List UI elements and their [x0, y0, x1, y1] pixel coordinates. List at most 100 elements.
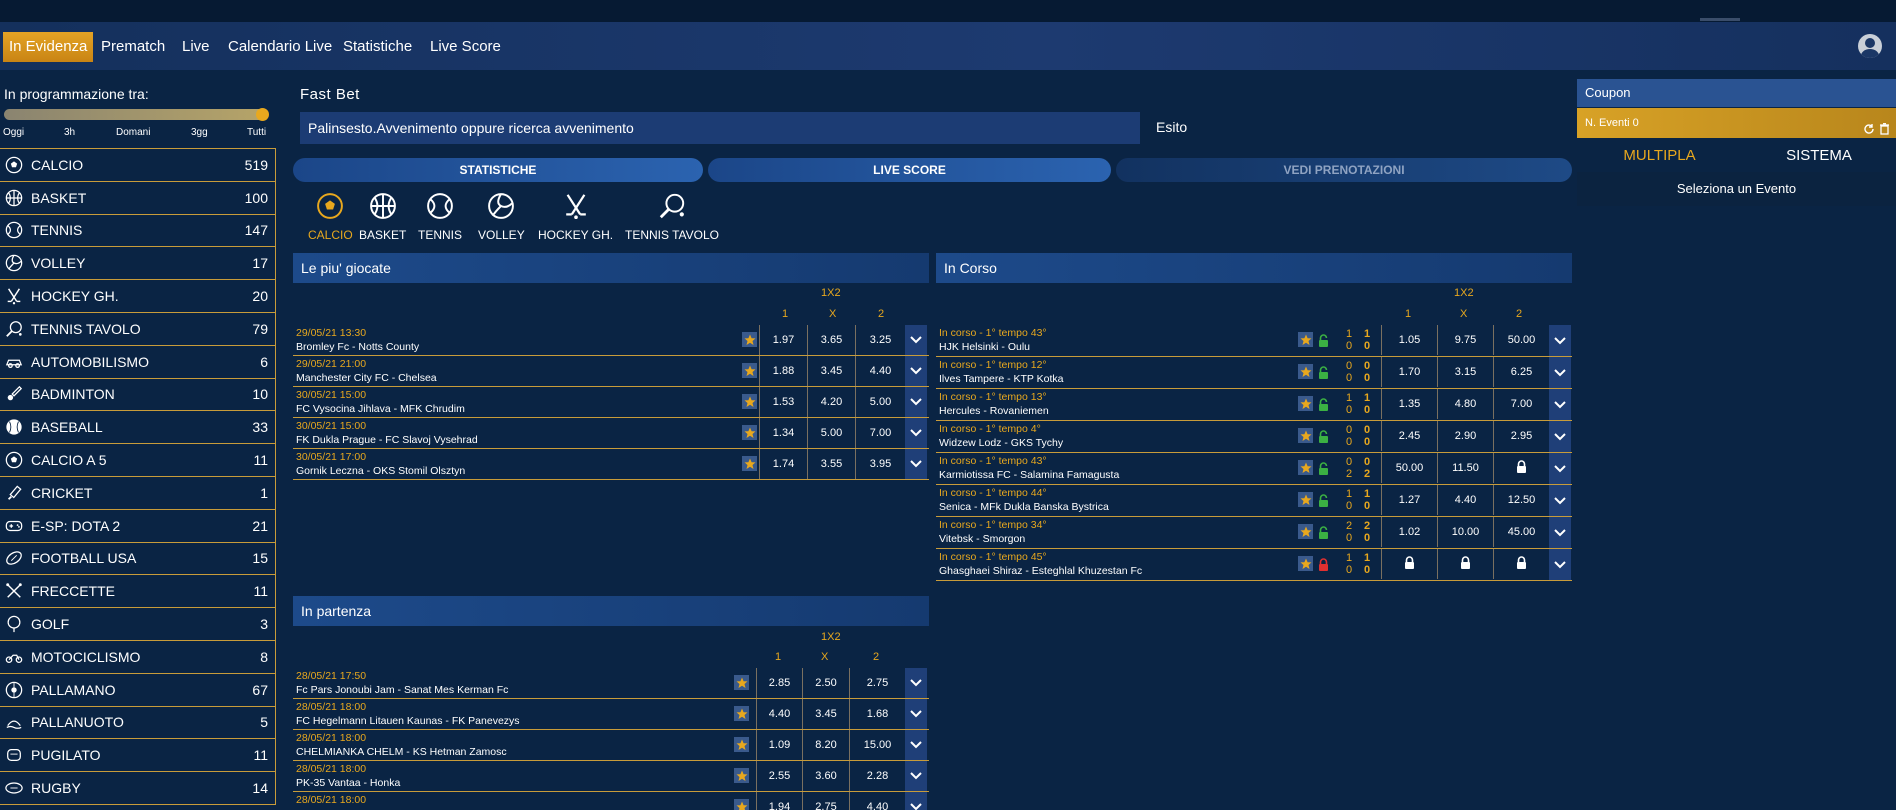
event-name[interactable]: FC Vysocina Jihlava - MFK Chrudim: [296, 403, 465, 415]
sidebar-sport-football-usa[interactable]: FOOTBALL USA 15: [0, 542, 276, 576]
odds-cell[interactable]: 1.68: [849, 699, 905, 729]
favorite-star-icon[interactable]: [1298, 364, 1313, 379]
sidebar-sport-basket[interactable]: BASKET 100: [0, 181, 276, 215]
event-name[interactable]: HJK Helsinki - Oulu: [939, 341, 1031, 353]
chevron-down-icon[interactable]: [905, 387, 927, 417]
odds-cell[interactable]: 1.09: [756, 730, 802, 760]
sidebar-sport-cricket[interactable]: CRICKET 1: [0, 476, 276, 510]
sidebar-sport-golf[interactable]: GOLF 3: [0, 608, 276, 641]
sidebar-sport-calcio-a-5[interactable]: CALCIO A 5 11: [0, 444, 276, 477]
favorite-star-icon[interactable]: [1298, 460, 1313, 475]
odds-cell[interactable]: 50.00: [1381, 453, 1437, 483]
favorite-star-icon[interactable]: [1298, 556, 1313, 571]
odds-cell[interactable]: 1.53: [759, 387, 807, 417]
time-range-slider-handle[interactable]: [256, 108, 269, 121]
chevron-down-icon[interactable]: [1549, 517, 1571, 548]
trash-icon[interactable]: [1879, 117, 1890, 147]
odds-cell[interactable]: 1.97: [759, 325, 807, 355]
favorite-star-icon[interactable]: [734, 675, 749, 690]
odds-cell[interactable]: 2.55: [756, 761, 802, 791]
event-name[interactable]: Ghasghaei Shiraz - Esteghlal Khuzestan F…: [939, 565, 1143, 577]
chevron-down-icon[interactable]: [1549, 453, 1571, 484]
favorite-star-icon[interactable]: [734, 737, 749, 752]
chevron-down-icon[interactable]: [905, 418, 927, 448]
odds-cell[interactable]: 2.50: [802, 668, 849, 698]
nav-item-live[interactable]: Live: [182, 38, 210, 55]
event-name[interactable]: Fc Pars Jonoubi Jam - Sanat Mes Kerman F…: [296, 684, 509, 696]
coupon-tab-sistema[interactable]: SISTEMA: [1786, 147, 1852, 164]
odds-cell[interactable]: 10.00: [1437, 517, 1493, 547]
event-name[interactable]: Senica - MFk Dukla Banska Bystrica: [939, 501, 1109, 513]
odds-cell[interactable]: 1.70: [1381, 357, 1437, 387]
chevron-down-icon[interactable]: [1549, 357, 1571, 388]
favorite-star-icon[interactable]: [734, 768, 749, 783]
odds-cell[interactable]: 1.05: [1381, 325, 1437, 355]
odds-cell[interactable]: 7.00: [1493, 389, 1549, 419]
sidebar-sport-e-sp-dota-2[interactable]: E-SP: DOTA 2 21: [0, 509, 276, 543]
event-name[interactable]: FK Dukla Prague - FC Slavoj Vysehrad: [296, 434, 478, 446]
odds-cell[interactable]: 7.00: [855, 418, 905, 448]
odds-cell[interactable]: 4.80: [1437, 389, 1493, 419]
favorite-star-icon[interactable]: [1298, 492, 1313, 507]
nav-item-live-score[interactable]: Live Score: [430, 38, 501, 55]
sidebar-sport-freccette[interactable]: FRECCETTE 11: [0, 575, 276, 609]
sidebar-sport-pallanuoto[interactable]: PALLANUOTO 5: [0, 706, 276, 740]
time-range-slider[interactable]: [4, 109, 266, 120]
odds-cell[interactable]: 4.40: [849, 792, 905, 810]
event-name[interactable]: Karmiotissa FC - Salamina Famagusta: [939, 469, 1120, 481]
chevron-down-icon[interactable]: [1549, 549, 1571, 580]
event-name[interactable]: Hercules - Rovaniemen: [939, 405, 1049, 417]
odds-cell[interactable]: 4.40: [1437, 485, 1493, 515]
favorite-star-icon[interactable]: [734, 799, 749, 810]
sport-tab-calcio[interactable]: CALCIO: [308, 192, 353, 242]
odds-cell[interactable]: 4.40: [756, 699, 802, 729]
chevron-down-icon[interactable]: [905, 730, 927, 760]
odds-cell[interactable]: 2.90: [1437, 421, 1493, 451]
chevron-down-icon[interactable]: [1549, 421, 1571, 452]
event-name[interactable]: Gornik Leczna - OKS Stomil Olsztyn: [296, 465, 466, 477]
chevron-down-icon[interactable]: [905, 449, 927, 479]
odds-cell[interactable]: 3.55: [807, 449, 855, 479]
favorite-star-icon[interactable]: [1298, 524, 1313, 539]
statistiche-button[interactable]: STATISTICHE: [293, 158, 703, 182]
sport-tab-basket[interactable]: BASKET: [359, 192, 406, 242]
odds-cell[interactable]: 3.45: [802, 699, 849, 729]
odds-cell[interactable]: 4.40: [855, 356, 905, 386]
event-name[interactable]: PK-35 Vantaa - Honka: [296, 777, 401, 789]
odds-cell[interactable]: 11.50: [1437, 453, 1493, 483]
event-name[interactable]: Manchester City FC - Chelsea: [296, 372, 437, 384]
sidebar-sport-pugilato[interactable]: PUGILATO 11: [0, 739, 276, 773]
chevron-down-icon[interactable]: [905, 325, 927, 355]
chevron-down-icon[interactable]: [1549, 485, 1571, 516]
sidebar-sport-rugby[interactable]: RUGBY 14: [0, 772, 276, 805]
sidebar-sport-tennis-tavolo[interactable]: TENNIS TAVOLO 79: [0, 312, 276, 346]
sidebar-sport-tennis[interactable]: TENNIS 147: [0, 214, 276, 248]
nav-item-calendario-live[interactable]: Calendario Live: [228, 38, 333, 55]
event-name[interactable]: Widzew Lodz - GKS Tychy: [939, 437, 1064, 449]
event-name[interactable]: Vitebsk - Smorgon: [939, 533, 1026, 545]
odds-cell[interactable]: 5.00: [807, 418, 855, 448]
odds-cell[interactable]: 12.50: [1493, 485, 1549, 515]
refresh-icon[interactable]: [1863, 117, 1875, 147]
odds-cell[interactable]: 1.88: [759, 356, 807, 386]
odds-cell[interactable]: 1.35: [1381, 389, 1437, 419]
vedi-prenotazioni-button[interactable]: VEDI PRENOTAZIONI: [1116, 158, 1572, 182]
sidebar-sport-pallamano[interactable]: PALLAMANO 67: [0, 673, 276, 707]
sidebar-sport-baseball[interactable]: BASEBALL 33: [0, 411, 276, 445]
sport-tab-volley[interactable]: VOLLEY: [478, 192, 525, 242]
odds-cell[interactable]: 1.74: [759, 449, 807, 479]
chevron-down-icon[interactable]: [905, 699, 927, 729]
odds-cell[interactable]: 9.75: [1437, 325, 1493, 355]
nav-item-in-evidenza[interactable]: In Evidenza: [3, 32, 94, 62]
odds-cell[interactable]: 45.00: [1493, 517, 1549, 547]
favorite-star-icon[interactable]: [1298, 428, 1313, 443]
chevron-down-icon[interactable]: [1549, 389, 1571, 420]
odds-cell[interactable]: 3.25: [855, 325, 905, 355]
nav-item-prematch[interactable]: Prematch: [101, 38, 166, 55]
favorite-star-icon[interactable]: [734, 706, 749, 721]
odds-cell[interactable]: 1.94: [756, 792, 802, 810]
odds-cell[interactable]: 2.75: [802, 792, 849, 810]
sidebar-sport-automobilismo[interactable]: AUTOMOBILISMO 6: [0, 345, 276, 379]
sidebar-sport-volley[interactable]: VOLLEY 17: [0, 247, 276, 281]
sidebar-sport-calcio[interactable]: CALCIO 519: [0, 149, 276, 182]
